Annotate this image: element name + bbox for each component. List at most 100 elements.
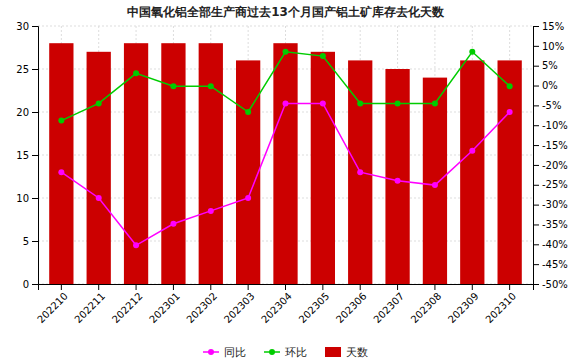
- x-tick-mark: [173, 284, 174, 290]
- x-tick-label: 202301: [147, 290, 182, 325]
- marker: [208, 83, 214, 89]
- y2-tick-mark: [533, 165, 539, 166]
- y-tick-label: 20: [16, 107, 29, 118]
- bar: [199, 43, 223, 284]
- marker: [96, 195, 102, 201]
- y-tick-mark: [32, 198, 38, 199]
- y2-tick-label: -5%: [542, 100, 561, 111]
- marker: [170, 83, 176, 89]
- y2-tick: -25%: [533, 179, 568, 190]
- legend-marker: [208, 349, 214, 355]
- y2-tick: -10%: [533, 120, 568, 131]
- y-tick: 25: [16, 64, 38, 75]
- x-tick-mark: [322, 284, 323, 290]
- legend: 同比环比天数: [203, 346, 368, 359]
- x-tick: 202303: [222, 284, 257, 325]
- legend-marker: [269, 349, 275, 355]
- y2-tick: -40%: [533, 239, 568, 250]
- x-tick: 202212: [110, 284, 145, 325]
- chart: 202210202211202212202301202302202303 2023…: [0, 0, 583, 364]
- y2-tick-label: -50%: [542, 279, 568, 290]
- x-tick-label: 202302: [184, 290, 219, 325]
- marker: [133, 70, 139, 76]
- legend-item: 天数: [325, 346, 368, 359]
- x-tick: 202302: [184, 284, 219, 325]
- marker: [283, 100, 289, 106]
- x-tick-mark: [509, 284, 510, 290]
- y2-tick-label: 0%: [542, 80, 558, 91]
- line: [61, 103, 509, 245]
- bar: [423, 78, 447, 284]
- x-tick-mark: [397, 284, 398, 290]
- x-tick: 202301: [147, 284, 182, 325]
- y-tick-mark: [32, 26, 38, 27]
- y2-tick-label: 10%: [542, 41, 564, 52]
- bar: [311, 52, 335, 284]
- y-tick-label: 5: [23, 236, 29, 247]
- x-tick-label: 202310: [483, 290, 518, 325]
- y2-tick-mark: [533, 244, 539, 245]
- y-tick-mark: [32, 155, 38, 156]
- x-axis-line: [39, 285, 534, 291]
- y-tick-mark: [32, 241, 38, 242]
- y2-tick-label: -40%: [542, 239, 568, 250]
- y2-tick-label: -25%: [542, 179, 568, 190]
- legend-label: 天数: [346, 346, 368, 359]
- marks: [49, 43, 522, 284]
- marker: [357, 100, 363, 106]
- marker: [170, 221, 176, 227]
- x-tick-mark: [98, 284, 99, 290]
- y-axis-line: [32, 27, 39, 285]
- y2-tick-mark: [533, 145, 539, 146]
- y2-tick: 5%: [533, 60, 558, 71]
- bar: [87, 52, 111, 284]
- x-tick-mark: [248, 284, 249, 290]
- x-tick: 202309: [446, 284, 481, 325]
- y2-tick-mark: [533, 105, 539, 106]
- x-tick: 202308: [409, 284, 444, 325]
- y2-axis: -50%-45%-40%-35%-30%-25%-20%-15%-10%-5%0…: [533, 21, 568, 290]
- y2-tick: -50%: [533, 279, 568, 290]
- y-tick-label: 15: [16, 150, 29, 161]
- y-tick-label: 25: [16, 64, 29, 75]
- y2-tick: 0%: [533, 80, 558, 91]
- bar: [273, 43, 297, 284]
- x-tick-mark: [472, 284, 473, 290]
- y2-tick-label: 15%: [542, 21, 564, 32]
- y2-tick: 15%: [533, 21, 564, 32]
- x-tick-label: 202308: [409, 290, 444, 325]
- y-tick-label: 10: [16, 193, 29, 204]
- x-tick-mark: [210, 284, 211, 290]
- x-tick: 202210: [35, 284, 70, 325]
- bar: [385, 69, 409, 284]
- y-tick: 20: [16, 107, 38, 118]
- legend-swatch: [325, 347, 341, 357]
- marker: [245, 109, 251, 115]
- marker: [58, 118, 64, 124]
- marker: [133, 242, 139, 248]
- marker: [320, 53, 326, 59]
- line: [61, 52, 509, 121]
- marker: [469, 148, 475, 154]
- plot: 202210202211202212202301202302202303 2023…: [16, 21, 568, 325]
- marker: [283, 49, 289, 55]
- marker: [507, 109, 513, 115]
- x-tick-label: 202305: [297, 290, 332, 325]
- marker: [58, 169, 64, 175]
- y-tick: 0: [23, 279, 38, 290]
- marker: [96, 100, 102, 106]
- y2-tick-label: -35%: [542, 219, 568, 230]
- x-tick-label: 202303: [222, 290, 257, 325]
- x-tick-label: 202309: [446, 290, 481, 325]
- y2-tick: -30%: [533, 199, 568, 210]
- marker: [320, 100, 326, 106]
- y-tick: 10: [16, 193, 38, 204]
- y2-tick: 10%: [533, 41, 564, 52]
- x-tick-mark: [285, 284, 286, 290]
- x-tick-label: 202211: [72, 290, 107, 325]
- y2-tick-label: 5%: [542, 60, 558, 71]
- x-tick-mark: [136, 284, 137, 290]
- y-tick: 5: [23, 236, 38, 247]
- bar-series: [49, 43, 522, 284]
- y2-tick: -45%: [533, 259, 568, 270]
